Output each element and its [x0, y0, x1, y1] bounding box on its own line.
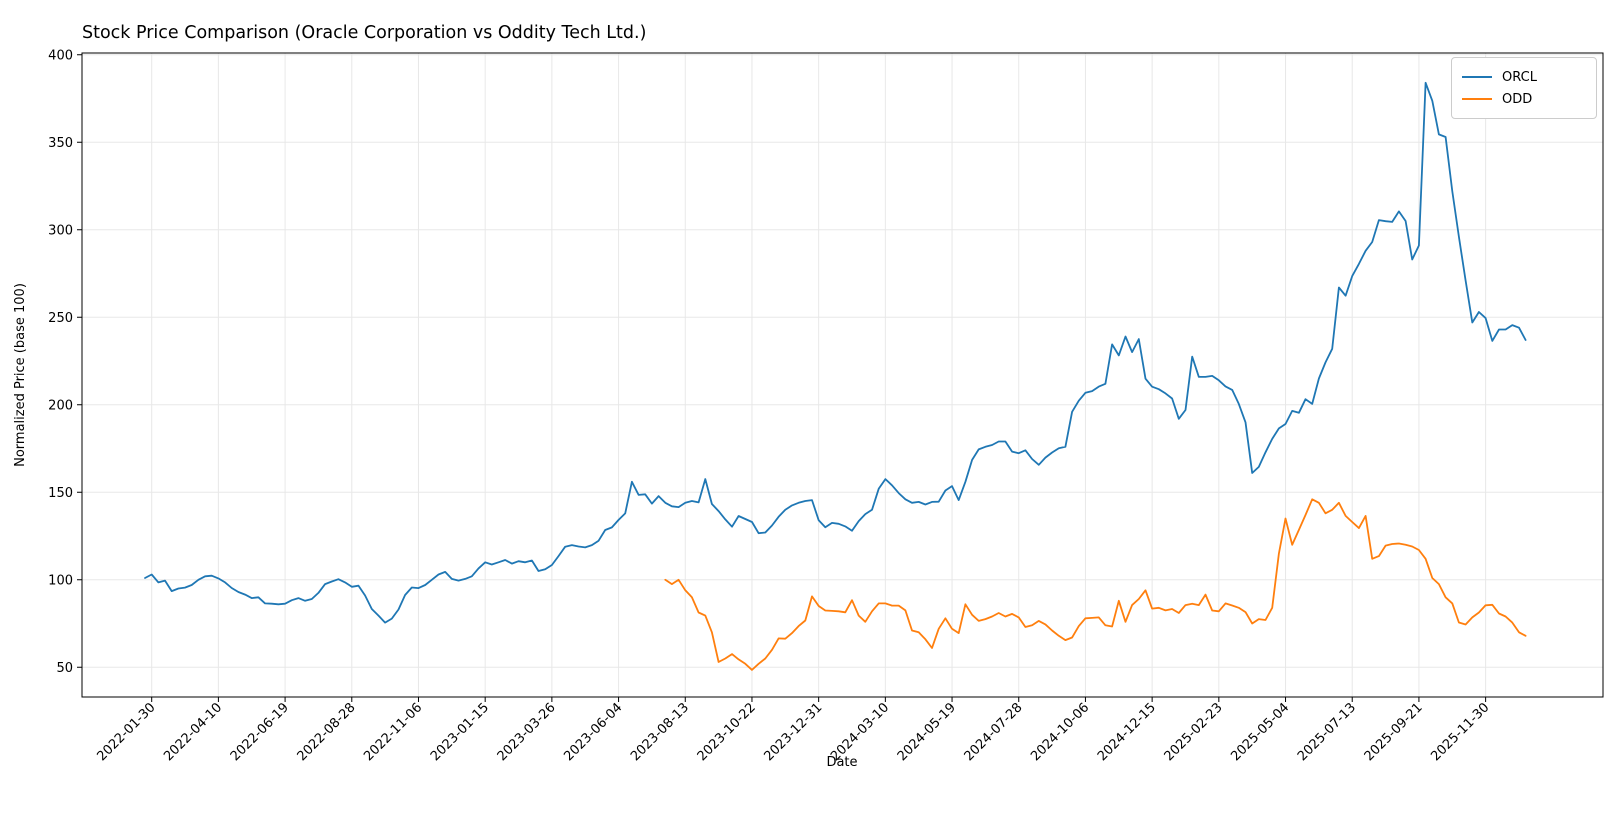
grid-layer: [82, 53, 1603, 697]
axes-layer: 50 100 150 200 250 300 350 400 2022-01-30 2022-04…: [48, 48, 1604, 764]
orcl-line-swatch: [1462, 76, 1492, 78]
y-tick-label: 200: [48, 398, 73, 413]
y-tick-label: 300: [48, 223, 73, 238]
y-tick-label: 400: [48, 48, 73, 63]
x-tick-label: 2022-08-28: [295, 700, 359, 764]
odd-line: [664, 498, 1527, 671]
legend-label-odd: ODD: [1502, 91, 1533, 107]
series-layer: [144, 81, 1527, 671]
y-tick-label: 50: [56, 661, 73, 676]
x-tick-label: 2023-01-15: [428, 700, 492, 764]
plot-border: [81, 52, 1604, 698]
x-tick-label: 2022-06-19: [228, 700, 292, 764]
y-tick-label: 250: [48, 311, 73, 326]
odd-line-swatch: [1462, 98, 1492, 100]
x-tick-label: 2022-01-30: [94, 700, 158, 764]
x-tick-label: 2023-12-31: [761, 700, 825, 764]
y-tick-label: 150: [48, 486, 73, 501]
x-tick-label: 2025-07-13: [1295, 700, 1359, 764]
y-tick-label: 100: [48, 573, 73, 588]
x-axis-label: Date: [826, 755, 857, 770]
x-tick-label: 2024-10-06: [1028, 700, 1092, 764]
y-tick-label: 350: [48, 136, 73, 151]
chart-title: Stock Price Comparison (Oracle Corporati…: [82, 23, 646, 43]
x-tick-label: 2025-02-23: [1162, 700, 1226, 764]
x-tick-label: 2023-03-26: [495, 700, 559, 764]
y-axis-label: Normalized Price (base 100): [13, 283, 28, 467]
x-tick-label: 2024-05-19: [895, 700, 959, 764]
x-tick-label: 2024-07-28: [962, 700, 1026, 764]
x-tick-label: 2025-05-04: [1228, 700, 1292, 764]
x-tick-label: 2024-12-15: [1095, 700, 1159, 764]
x-tick-label: 2022-11-06: [361, 700, 425, 764]
x-tick-label: 2023-06-04: [561, 700, 625, 764]
legend-label-orcl: ORCL: [1502, 69, 1537, 85]
x-tick-label: 2022-04-10: [161, 700, 225, 764]
legend-entry-orcl: ORCL: [1462, 66, 1586, 88]
x-tick-label: 2023-10-22: [695, 700, 759, 764]
orcl-line: [144, 81, 1527, 624]
legend-entry-odd: ODD: [1462, 88, 1586, 110]
x-tick-label: 2023-08-13: [628, 700, 692, 764]
x-tick-label: 2025-09-21: [1362, 700, 1426, 764]
legend: ORCL ODD: [1451, 57, 1597, 119]
x-tick-label: 2025-11-30: [1428, 700, 1492, 764]
